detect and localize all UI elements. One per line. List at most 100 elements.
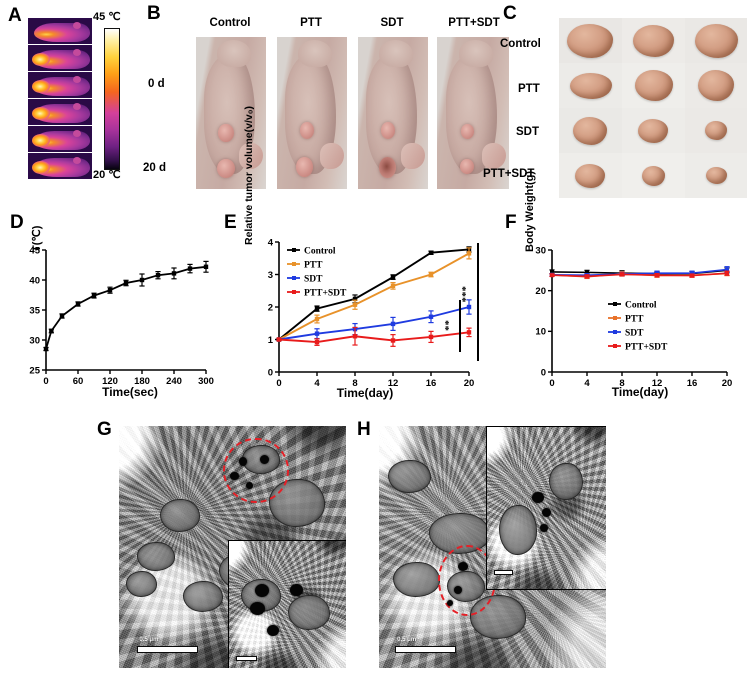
svg-text:4: 4 [584, 378, 590, 389]
panel-c-row-sdt: SDT [516, 126, 539, 138]
thermal-frame-4 [28, 99, 92, 125]
panel-d-svg: 0 60 120 180 240 300 25 30 35 40 45 [29, 245, 214, 387]
panel-f-chart: 0 4 8 12 16 20 0 10 20 30 Control PTT SDT PTT+SDT [512, 238, 747, 403]
panel-c-cell [622, 108, 685, 153]
svg-text:0: 0 [268, 367, 273, 378]
svg-text:0: 0 [541, 367, 546, 378]
svg-text:16: 16 [426, 378, 437, 389]
svg-text:PTT+SDT: PTT+SDT [304, 289, 347, 299]
panel-c-cell [559, 18, 622, 63]
panel-d-xlabel: Time(sec) [102, 385, 158, 399]
svg-text:8: 8 [619, 378, 624, 389]
svg-text:300: 300 [198, 376, 214, 387]
panel-c-row-control: Control [500, 38, 541, 50]
panel-g-inset-scalebar [236, 656, 257, 662]
sig-inner-bracket [459, 300, 461, 352]
panel-c-cell [685, 108, 747, 153]
panel-c-cell [559, 63, 622, 108]
panel-b-row-0d: 0 d [148, 78, 165, 90]
panel-c-tumor-grid [559, 18, 747, 198]
svg-text:12: 12 [652, 378, 663, 389]
svg-text:4: 4 [314, 378, 320, 389]
thermal-frame-1 [28, 18, 92, 44]
svg-text:PTT: PTT [304, 261, 323, 271]
panel-h-inset [485, 426, 606, 591]
svg-text:30: 30 [535, 245, 546, 256]
sig-outer-bracket [477, 243, 479, 361]
svg-text:2: 2 [268, 302, 273, 313]
panel-f-svg: 0 4 8 12 16 20 0 10 20 30 Control PTT SDT PTT+SDT [535, 245, 733, 389]
svg-text:240: 240 [166, 376, 182, 387]
svg-text:0: 0 [549, 378, 554, 389]
panel-h-tem-image: 0.5 μm [379, 426, 606, 668]
panel-f-xlabel: Time(day) [611, 385, 669, 399]
panel-g-inset [227, 539, 346, 668]
panel-b-image-ptt [277, 37, 347, 189]
svg-text:10: 10 [535, 327, 546, 338]
svg-text:35: 35 [29, 305, 40, 316]
thermal-frame-2 [28, 45, 92, 71]
svg-text:Control: Control [625, 301, 657, 311]
sig-inner-marker: ** [439, 320, 451, 331]
panel-f-ylabel: Body Weight(g) [524, 170, 536, 252]
panel-c-row-ptt-sdt: PTT+SDT [483, 168, 535, 180]
svg-text:SDT: SDT [304, 275, 323, 285]
panel-c-cell [559, 153, 622, 198]
thermal-colorbar [104, 28, 120, 170]
panel-b-col-ptt: PTT [300, 17, 322, 29]
svg-text:20: 20 [535, 286, 546, 297]
panel-c-cell [622, 63, 685, 108]
panel-c-row-ptt: PTT [518, 83, 540, 95]
colorbar-min-label: 20 ℃ [93, 169, 121, 181]
sig-outer-marker: *** [456, 286, 468, 303]
panel-label-f: F [505, 212, 517, 233]
svg-text:60: 60 [73, 376, 84, 387]
panel-e-ylabel: Relative tumor volume(v/v₀) [243, 106, 255, 245]
panel-c-cell [622, 153, 685, 198]
panel-d-chart: 0 60 120 180 240 300 25 30 35 40 45 [6, 238, 221, 403]
svg-text:PTT+SDT: PTT+SDT [625, 343, 668, 353]
svg-text:0: 0 [276, 378, 281, 389]
panel-b-col-control: Control [209, 17, 251, 29]
panel-b-row-20d: 20 d [143, 162, 167, 174]
svg-text:1: 1 [268, 335, 274, 346]
svg-text:120: 120 [102, 376, 118, 387]
panel-a-thermal-stack [28, 18, 92, 184]
thermal-frame-3 [28, 72, 92, 98]
svg-text:PTT: PTT [625, 315, 644, 325]
svg-text:8: 8 [352, 378, 357, 389]
panel-g-red-circle-annotation [223, 438, 289, 503]
svg-text:20: 20 [464, 378, 475, 389]
panel-e-chart: 0 4 8 12 16 20 0 1 2 3 4 Control PTT SDT PTT+SDT [245, 232, 490, 402]
panel-g-scalebar [137, 646, 199, 654]
svg-text:40: 40 [29, 275, 40, 286]
panel-c-cell [559, 108, 622, 153]
panel-e-xlabel: Time(day) [336, 386, 394, 400]
svg-text:30: 30 [29, 335, 40, 346]
svg-text:4: 4 [268, 237, 274, 248]
colorbar-max-label: 45 ℃ [93, 11, 121, 23]
panel-label-b: B [147, 3, 161, 24]
svg-text:3: 3 [268, 270, 273, 281]
panel-c-cell [622, 18, 685, 63]
svg-text:25: 25 [29, 365, 40, 376]
panel-g-scalebar-label: 0.5 μm [139, 636, 159, 643]
panel-label-c: C [503, 3, 517, 24]
svg-text:12: 12 [388, 378, 399, 389]
thermal-frame-5 [28, 126, 92, 152]
svg-text:45: 45 [29, 245, 40, 256]
panel-d-ylabel: T(℃) [31, 225, 43, 252]
panel-g-tem-image: 0.5 μm [119, 426, 346, 668]
panel-b-image-sdt [358, 37, 428, 189]
panel-label-d: D [10, 212, 24, 233]
panel-c-cell [685, 18, 747, 63]
panel-b-image-control [196, 37, 266, 189]
svg-text:20: 20 [722, 378, 733, 389]
panel-b-col-ptt-sdt: PTT+SDT [448, 17, 500, 29]
panel-b-image-ptt-sdt [437, 37, 509, 189]
panel-label-g: G [97, 419, 112, 440]
panel-c-cell [685, 63, 747, 108]
panel-h-inset-scalebar [493, 569, 513, 575]
panel-h-scalebar-label: 0.5 μm [397, 636, 417, 643]
